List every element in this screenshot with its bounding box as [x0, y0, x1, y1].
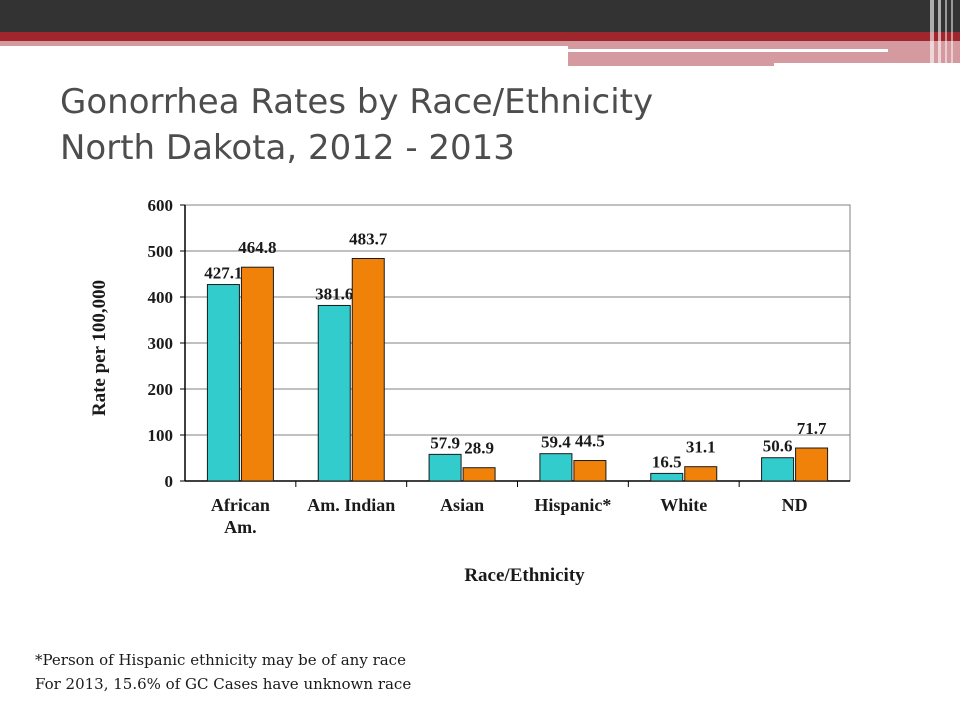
- data-label: 31.1: [686, 438, 716, 457]
- slide-title-line1: Gonorrhea Rates by Race/Ethnicity: [60, 82, 654, 122]
- data-label: 427.1: [204, 264, 242, 283]
- y-tick-label: 0: [165, 472, 174, 491]
- y-tick-label: 400: [148, 288, 174, 307]
- y-axis-title: Rate per 100,000: [89, 280, 110, 416]
- x-tick-label: ND: [782, 495, 808, 515]
- footnote-hispanic: *Person of Hispanic ethnicity may be of …: [35, 651, 406, 669]
- y-tick-label: 200: [148, 380, 174, 399]
- bar: [351, 257, 385, 482]
- y-tick-label: 600: [148, 196, 174, 215]
- bar-chart: 0 100 200 300 400 500 600 427.1 464.8 African Am. 3…: [89, 196, 851, 586]
- bar: [795, 447, 829, 482]
- data-label: 483.7: [349, 229, 388, 248]
- data-label: 71.7: [797, 419, 827, 438]
- bar: [650, 472, 684, 482]
- x-tick-label: Am. Indian: [307, 495, 395, 515]
- x-tick-label: Hispanic*: [534, 495, 611, 515]
- bar: [539, 453, 573, 482]
- data-label: 16.5: [652, 452, 682, 471]
- bar: [573, 460, 607, 482]
- data-label: 28.9: [464, 439, 494, 458]
- bar: [428, 453, 462, 482]
- x-tick-label: White: [660, 495, 707, 515]
- data-label: 59.4: [541, 433, 571, 452]
- y-tick-label: 500: [148, 242, 174, 261]
- x-axis-title: Race/Ethnicity: [464, 565, 585, 586]
- x-tick-label: Asian: [440, 495, 484, 515]
- bar: [206, 284, 240, 482]
- bar: [240, 266, 274, 482]
- x-tick-label: African Am.: [211, 495, 270, 537]
- y-tick-label: 300: [148, 334, 174, 353]
- bar: [317, 304, 351, 482]
- data-label: 381.6: [315, 284, 353, 303]
- data-label: 57.9: [430, 433, 460, 452]
- bar: [462, 467, 496, 482]
- bar: [684, 466, 718, 482]
- data-label: 464.8: [238, 238, 276, 257]
- y-tick-label: 100: [148, 426, 174, 445]
- data-label: 44.5: [575, 432, 605, 451]
- data-label: 50.6: [763, 437, 793, 456]
- decorative-banner: [0, 0, 960, 66]
- footnote-unknown-race: For 2013, 15.6% of GC Cases have unknown…: [35, 675, 412, 693]
- slide-title-line2: North Dakota, 2012 - 2013: [60, 128, 515, 168]
- bar: [761, 457, 795, 482]
